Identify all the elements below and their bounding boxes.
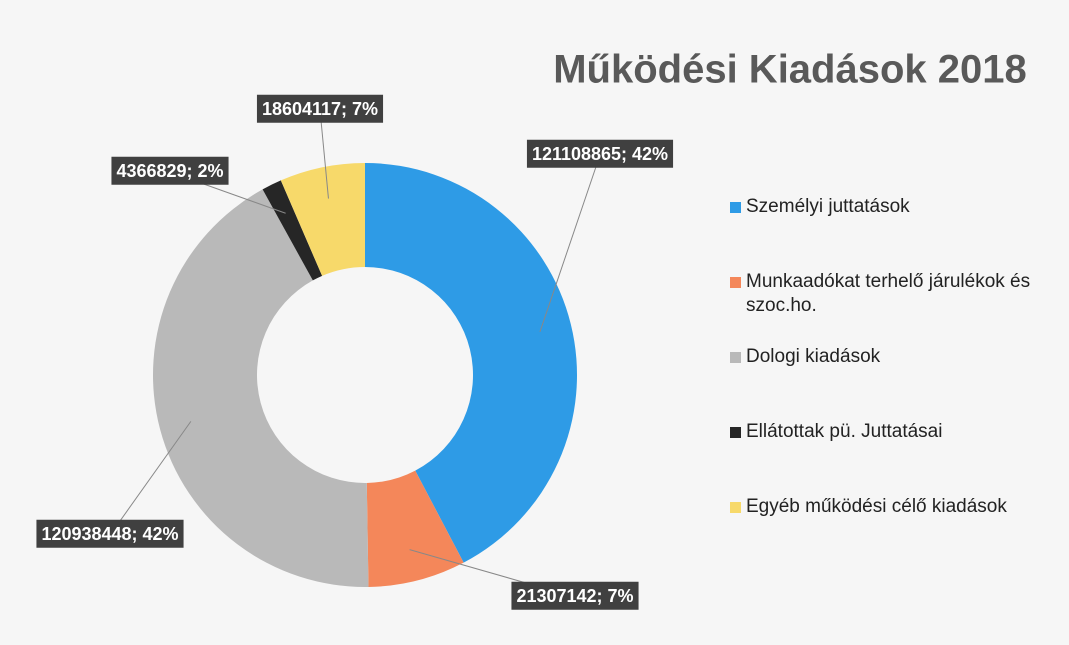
data-label-box <box>111 156 229 185</box>
data-label-box <box>526 139 674 168</box>
legend-item: Személyi juttatások <box>730 195 1050 270</box>
data-label: 121108865; 42% <box>526 139 674 168</box>
data-label-text: 121108865; 42% <box>532 144 668 164</box>
data-label-text: 21307142; 7% <box>516 586 633 606</box>
donut-slice <box>152 189 369 587</box>
leader-line <box>319 109 329 199</box>
legend: Személyi juttatások Munkaadókat terhelő j… <box>730 195 1050 570</box>
leader-line <box>539 154 601 332</box>
data-label: 18604117; 7% <box>256 94 384 123</box>
legend-swatch <box>730 427 741 438</box>
data-label-box <box>256 94 384 123</box>
legend-label: Személyi juttatások <box>746 196 910 217</box>
legend-label: Egyéb működési célő kiadások <box>746 496 1007 517</box>
leader-line <box>109 421 192 536</box>
data-label-text: 18604117; 7% <box>262 99 378 119</box>
legend-item: Ellátottak pü. Juttatásai <box>730 420 1050 495</box>
chart-title: Működési Kiadások 2018 <box>553 48 1027 92</box>
data-label-text: 120938448; 42% <box>41 524 178 544</box>
data-label: 120938448; 42% <box>36 519 184 548</box>
legend-swatch <box>730 202 741 213</box>
legend-label: Munkaadókat terhelő járulékok és szoc.ho… <box>746 271 1031 316</box>
legend-swatch <box>730 352 741 363</box>
data-label: 21307142; 7% <box>511 581 639 610</box>
donut-slice <box>365 163 578 563</box>
data-label-box <box>511 581 639 610</box>
legend-item: Munkaadókat terhelő járulékok és szoc.ho… <box>730 270 1050 345</box>
legend-label: Dologi kiadások <box>746 346 881 367</box>
legend-label: Ellátottak pü. Juttatásai <box>746 421 943 442</box>
legend-item: Dologi kiadások <box>730 345 1050 420</box>
data-label: 4366829; 2% <box>111 156 229 185</box>
legend-swatch <box>730 502 741 513</box>
data-label-box <box>36 519 184 548</box>
donut-slice <box>262 180 323 281</box>
data-label-text: 4366829; 2% <box>116 161 223 181</box>
legend-swatch <box>730 277 741 288</box>
donut-slice <box>280 163 365 276</box>
legend-item: Egyéb működési célő kiadások <box>730 495 1050 570</box>
